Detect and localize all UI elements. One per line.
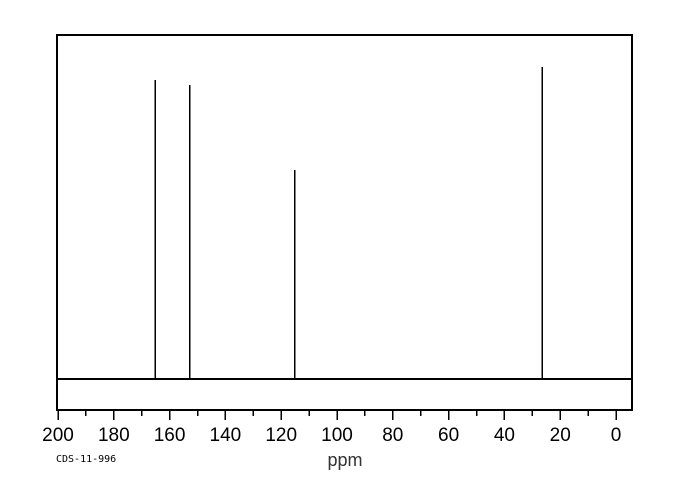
x-axis-tick-label: 140 [210, 425, 242, 446]
sample-id-label: CDS-11-996 [56, 454, 117, 465]
plot-frame [56, 34, 633, 411]
x-axis-tick-label: 80 [382, 425, 403, 446]
x-axis-tick-label: 160 [154, 425, 186, 446]
x-axis-tick-label: 0 [611, 425, 622, 446]
x-axis-tick-label: 40 [494, 425, 515, 446]
x-axis-tick-label: 100 [321, 425, 353, 446]
x-axis-tick-label: 60 [438, 425, 459, 446]
x-axis-tick-label: 120 [265, 425, 297, 446]
x-axis-tick-label: 200 [42, 425, 74, 446]
x-axis-tick-label: 20 [550, 425, 571, 446]
x-axis-tick-label: 180 [98, 425, 130, 446]
x-axis-unit-label: ppm [327, 450, 363, 470]
